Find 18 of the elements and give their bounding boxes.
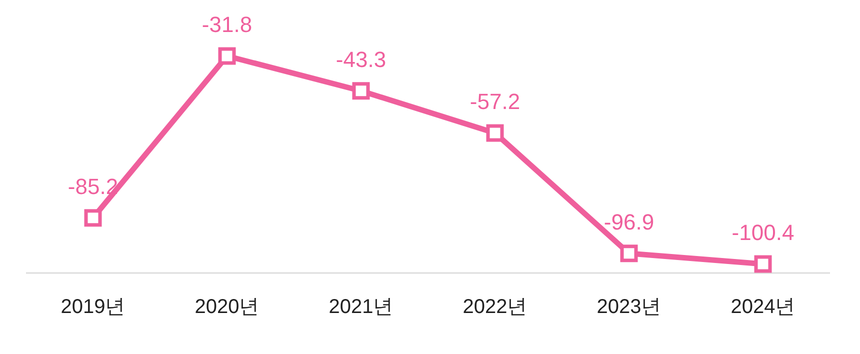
x-tick-label: 2019년 — [60, 296, 126, 318]
x-tick-label: 2021년 — [328, 296, 394, 318]
x-tick-label: 2020년 — [194, 296, 260, 318]
data-label: -31.8 — [202, 12, 252, 37]
data-label: -85.2 — [68, 174, 118, 199]
x-tick-label: 2024년 — [730, 296, 796, 318]
data-label: -57.2 — [470, 89, 520, 114]
data-label: -43.3 — [336, 46, 386, 72]
x-tick-label: 2023년 — [596, 296, 662, 318]
point — [620, 244, 638, 262]
point — [754, 255, 772, 273]
point — [218, 47, 236, 65]
point — [84, 209, 102, 227]
point — [486, 124, 504, 142]
point — [352, 82, 370, 100]
x-tick-label: 2022년 — [462, 296, 528, 318]
data-label: -96.9 — [604, 209, 654, 234]
data-label: -100.4 — [732, 220, 794, 245]
